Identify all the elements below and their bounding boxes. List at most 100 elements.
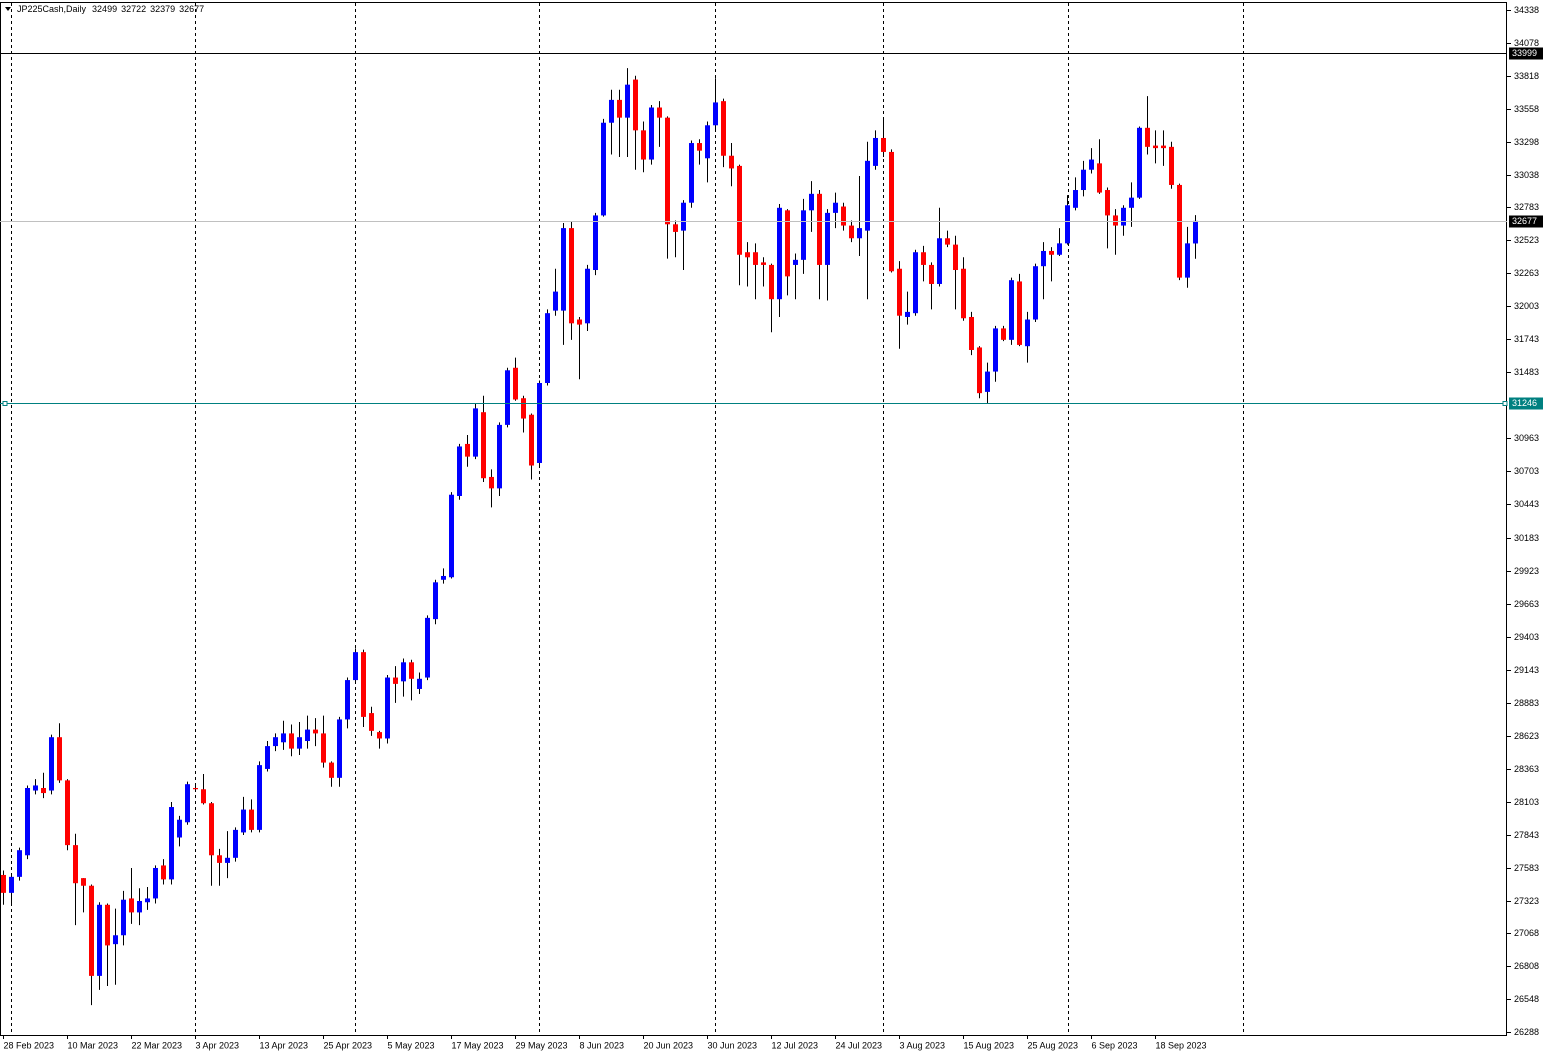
candle-body bbox=[577, 319, 582, 325]
candle-body bbox=[633, 79, 638, 131]
candle-body bbox=[1025, 319, 1030, 347]
y-tick-label: 27068 bbox=[1514, 928, 1539, 938]
candle-body bbox=[1105, 190, 1110, 216]
candle-body bbox=[457, 446, 462, 496]
x-tick-label: 25 Apr 2023 bbox=[324, 1040, 373, 1050]
candle-body bbox=[417, 678, 422, 689]
x-tick-label: 18 Sep 2023 bbox=[1156, 1040, 1207, 1050]
header-open: 32499 bbox=[92, 4, 117, 14]
x-tick-label: 25 Aug 2023 bbox=[1028, 1040, 1079, 1050]
y-tick-label: 29923 bbox=[1514, 566, 1539, 576]
candle-body bbox=[929, 264, 934, 284]
candle-body bbox=[105, 904, 110, 946]
candle-body bbox=[393, 677, 398, 684]
y-tick-label: 26548 bbox=[1514, 994, 1539, 1004]
candle-body bbox=[1121, 207, 1126, 226]
candle-body bbox=[753, 252, 758, 265]
candle-body bbox=[25, 787, 30, 856]
candle-body bbox=[1153, 145, 1158, 149]
x-tick-label: 3 Apr 2023 bbox=[196, 1040, 240, 1050]
candle-body bbox=[249, 809, 254, 830]
candle-body bbox=[73, 845, 78, 884]
candle-body bbox=[481, 412, 486, 479]
candle-body bbox=[745, 252, 750, 258]
candle-body bbox=[993, 328, 998, 372]
y-tick-label: 34338 bbox=[1514, 5, 1539, 15]
candle-body bbox=[1065, 205, 1070, 244]
x-tick-label: 28 Feb 2023 bbox=[4, 1040, 55, 1050]
candle-body bbox=[569, 228, 574, 324]
candle-body bbox=[609, 99, 614, 123]
candle-body bbox=[289, 733, 294, 749]
y-tick-label: 28623 bbox=[1514, 731, 1539, 741]
y-tick-label: 30443 bbox=[1514, 499, 1539, 509]
x-tick-label: 15 Aug 2023 bbox=[964, 1040, 1015, 1050]
candle-body bbox=[1057, 243, 1062, 255]
horizontal-line-box bbox=[1509, 397, 1543, 410]
candle-body bbox=[945, 238, 950, 245]
y-tick-label: 27323 bbox=[1514, 896, 1539, 906]
x-tick-label: 10 Mar 2023 bbox=[68, 1040, 119, 1050]
y-tick-label: 33818 bbox=[1514, 71, 1539, 81]
horizontal-line-label: 31246 bbox=[1512, 398, 1537, 408]
candle-body bbox=[1073, 190, 1078, 208]
candle-body bbox=[1089, 159, 1094, 170]
candle-body bbox=[353, 652, 358, 681]
menu-arrow[interactable] bbox=[5, 7, 11, 11]
candle-body bbox=[1097, 163, 1102, 193]
x-tick-label: 17 May 2023 bbox=[452, 1040, 504, 1050]
candle-body bbox=[465, 443, 470, 457]
candle-body bbox=[793, 259, 798, 265]
candle-body bbox=[441, 575, 446, 580]
candle-body bbox=[257, 765, 262, 830]
candle-body bbox=[273, 737, 278, 747]
y-tick-label: 33558 bbox=[1514, 104, 1539, 114]
candle-body bbox=[425, 617, 430, 678]
candle-body bbox=[545, 313, 550, 383]
y-tick-label: 28883 bbox=[1514, 698, 1539, 708]
candle-body bbox=[889, 151, 894, 272]
header-close: 32677 bbox=[179, 4, 204, 14]
candle-body bbox=[641, 130, 646, 160]
candle-body bbox=[1113, 215, 1118, 226]
line-handle bbox=[2, 401, 8, 406]
candle-body bbox=[97, 904, 102, 976]
candle-body bbox=[705, 125, 710, 159]
candle-body bbox=[585, 268, 590, 324]
y-tick-label: 32003 bbox=[1514, 301, 1539, 311]
candle-body bbox=[681, 202, 686, 231]
candle-body bbox=[953, 244, 958, 271]
candle-body bbox=[689, 143, 694, 203]
y-tick-label: 31743 bbox=[1514, 334, 1539, 344]
y-tick-label: 32263 bbox=[1514, 268, 1539, 278]
y-tick-label: 27843 bbox=[1514, 830, 1539, 840]
candle-body bbox=[737, 165, 742, 255]
y-tick-label: 33298 bbox=[1514, 137, 1539, 147]
candle-body bbox=[649, 107, 654, 160]
candle-body bbox=[529, 414, 534, 466]
candle-body bbox=[593, 215, 598, 271]
candle-body bbox=[913, 252, 918, 314]
candle-body bbox=[857, 228, 862, 239]
candle-body bbox=[1161, 145, 1166, 149]
candle-body bbox=[665, 117, 670, 225]
y-tick-label: 29143 bbox=[1514, 665, 1539, 675]
candle-body bbox=[361, 652, 366, 717]
candle-body bbox=[369, 713, 374, 731]
candle-body bbox=[41, 787, 46, 794]
horizontal-line-box bbox=[1509, 47, 1543, 60]
candle-body bbox=[921, 252, 926, 265]
candle-body bbox=[217, 855, 222, 863]
x-tick-label: 29 May 2023 bbox=[516, 1040, 568, 1050]
bid-line-label: 32677 bbox=[1512, 216, 1537, 226]
candle-body bbox=[785, 210, 790, 277]
candle-body bbox=[1017, 281, 1022, 345]
x-tick-label: 3 Aug 2023 bbox=[900, 1040, 946, 1050]
candle-body bbox=[505, 370, 510, 425]
candle-body bbox=[713, 102, 718, 126]
candle-body bbox=[57, 737, 62, 781]
candle-body bbox=[1041, 250, 1046, 267]
candle-body bbox=[193, 787, 198, 790]
y-tick-label: 30183 bbox=[1514, 533, 1539, 543]
candle-body bbox=[961, 268, 966, 319]
